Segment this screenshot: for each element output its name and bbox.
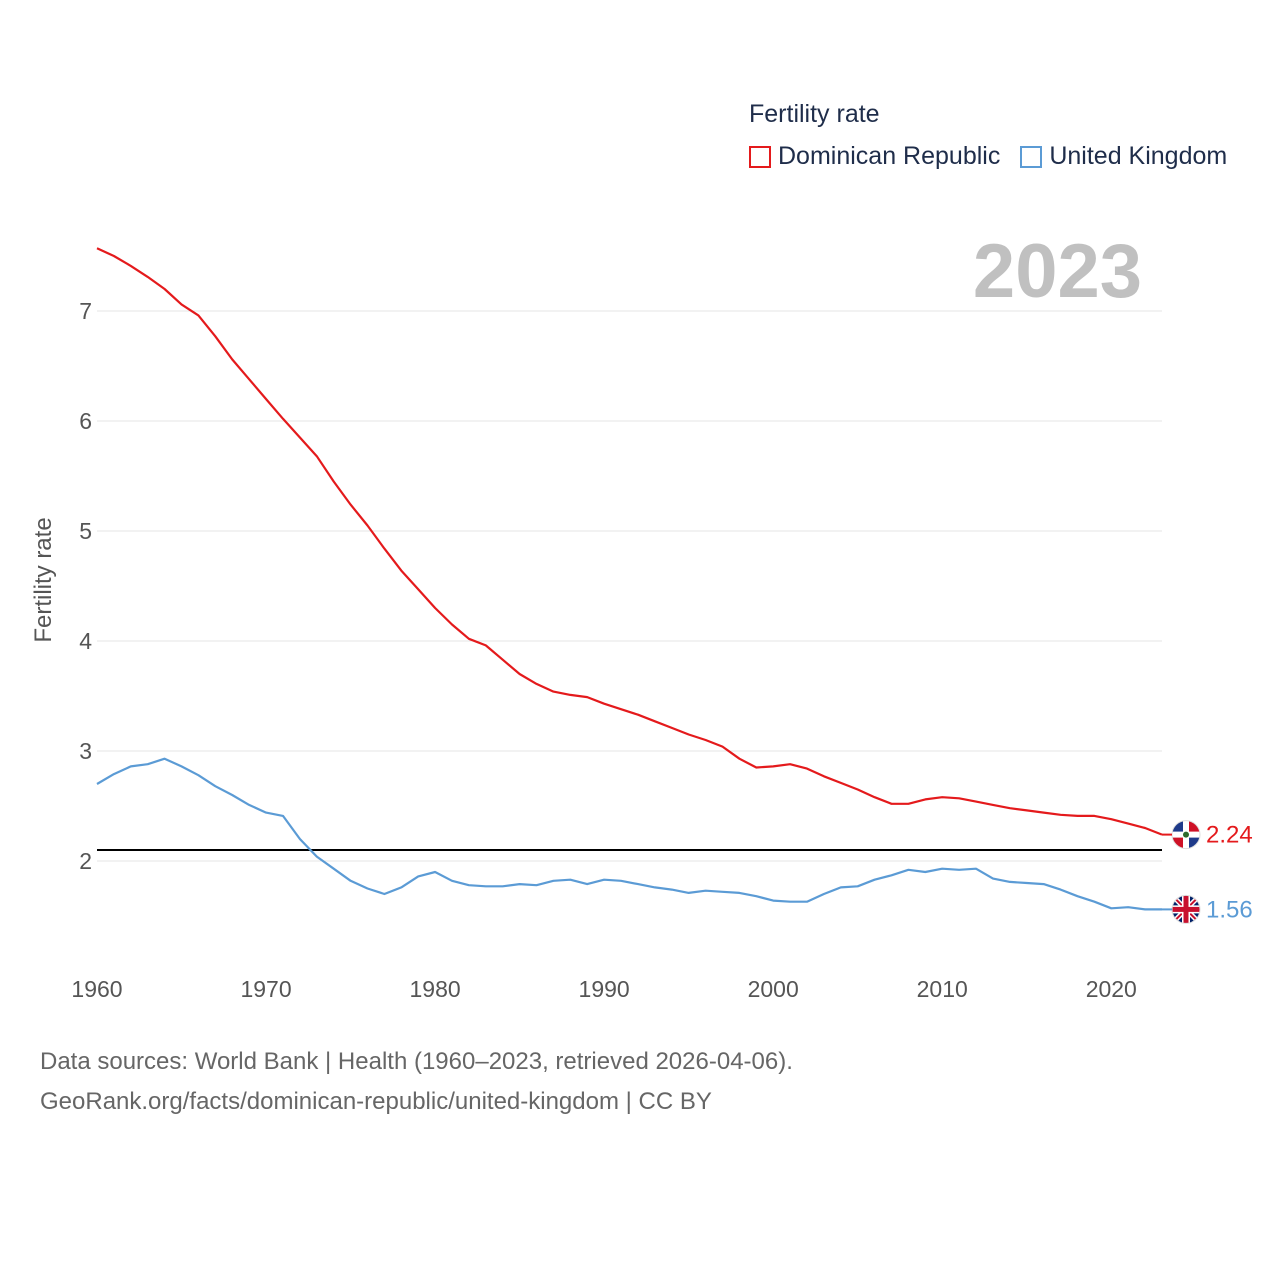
legend-swatch-dominican-republic bbox=[749, 145, 771, 168]
y-tick-label-2: 2 bbox=[79, 848, 92, 874]
y-tick-label-7: 7 bbox=[79, 298, 92, 324]
series-line-united-kingdom bbox=[96, 757, 1162, 911]
legend-label-dominican-republic: Dominican Republic bbox=[778, 142, 1001, 170]
x-tick-label-2010: 2010 bbox=[917, 976, 968, 1002]
x-tick-label-2020: 2020 bbox=[1086, 976, 1137, 1002]
y-axis-title: Fertility rate bbox=[30, 517, 57, 643]
x-tick-label-1980: 1980 bbox=[410, 976, 461, 1002]
legend-swatch-united-kingdom bbox=[1020, 145, 1043, 168]
year-label: 2023 bbox=[972, 229, 1142, 314]
series-line-dominican-republic bbox=[96, 247, 1163, 836]
legend-item-dominican-republic[interactable]: Dominican Republic bbox=[749, 142, 1000, 171]
x-tick-label-2000: 2000 bbox=[748, 976, 799, 1002]
legend-item-united-kingdom[interactable]: United Kingdom bbox=[1020, 142, 1227, 171]
y-tick-label-4: 4 bbox=[79, 628, 92, 654]
series-end-label-dominican-republic: 2.24 bbox=[1206, 822, 1253, 849]
x-tick-label-1970: 1970 bbox=[240, 976, 291, 1002]
x-tick-label-1960: 1960 bbox=[71, 976, 122, 1002]
x-tick-label-1990: 1990 bbox=[579, 976, 630, 1002]
legend: Dominican Republic United Kingdom bbox=[749, 142, 1227, 171]
legend-title: Fertility rate bbox=[749, 100, 880, 128]
y-tick-label-3: 3 bbox=[79, 738, 92, 764]
footer: Data sources: World Bank | Health (1960–… bbox=[40, 1042, 793, 1122]
y-tick-label-5: 5 bbox=[79, 518, 92, 544]
footer-data-sources: Data sources: World Bank | Health (1960–… bbox=[40, 1048, 793, 1075]
dominican-republic-flag-icon bbox=[1171, 820, 1201, 850]
footer-source-link[interactable]: GeoRank.org/facts/dominican-republic/uni… bbox=[40, 1088, 712, 1115]
united-kingdom-flag-icon bbox=[1171, 894, 1201, 924]
legend-label-united-kingdom: United Kingdom bbox=[1049, 142, 1228, 170]
y-tick-label-6: 6 bbox=[79, 408, 92, 434]
series-end-label-united-kingdom: 1.56 bbox=[1206, 896, 1253, 923]
